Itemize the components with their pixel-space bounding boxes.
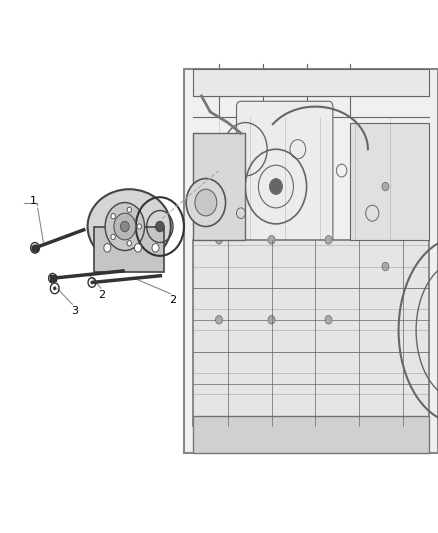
Circle shape [127,240,131,246]
Circle shape [51,277,54,280]
Circle shape [382,182,389,191]
FancyBboxPatch shape [193,240,429,426]
Circle shape [215,316,223,324]
Circle shape [137,224,141,229]
Text: 2: 2 [98,290,105,300]
Circle shape [104,244,111,252]
Circle shape [111,234,115,239]
Text: 1: 1 [29,196,36,206]
FancyBboxPatch shape [94,227,164,272]
Circle shape [155,221,164,232]
Circle shape [34,246,36,249]
Circle shape [105,203,145,251]
Circle shape [382,262,389,271]
Circle shape [269,179,283,195]
Circle shape [114,213,136,240]
FancyBboxPatch shape [237,101,333,245]
Circle shape [186,179,226,227]
Circle shape [325,316,332,324]
Circle shape [215,236,223,244]
FancyBboxPatch shape [350,123,429,240]
Circle shape [268,236,275,244]
Text: 2: 2 [170,295,177,305]
Circle shape [120,221,129,232]
Circle shape [134,244,141,252]
Circle shape [152,244,159,252]
Circle shape [195,189,217,216]
FancyBboxPatch shape [184,69,438,453]
Ellipse shape [88,189,171,264]
Circle shape [53,287,56,290]
FancyBboxPatch shape [193,69,429,96]
Circle shape [111,214,115,219]
Circle shape [268,316,275,324]
Text: 3: 3 [71,306,78,316]
FancyBboxPatch shape [193,416,429,453]
Circle shape [127,207,131,213]
Circle shape [325,236,332,244]
FancyBboxPatch shape [193,133,245,240]
Circle shape [91,281,93,284]
